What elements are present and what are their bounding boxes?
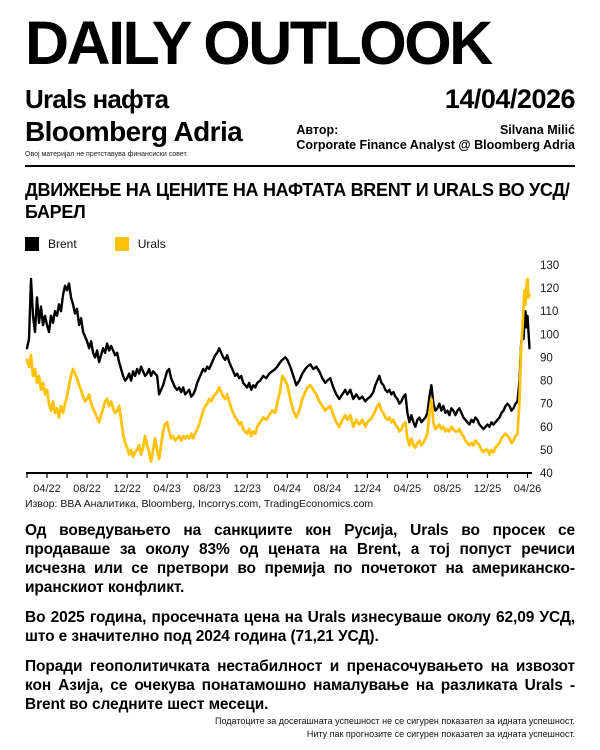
series-line-urals — [25, 277, 531, 463]
y-axis-tick-label: 100 — [540, 329, 559, 341]
x-axis-tick-label: 04/26 — [514, 483, 542, 495]
legend-swatch — [25, 236, 39, 251]
x-axis-tick-label: 12/25 — [474, 483, 502, 495]
header-divider — [25, 164, 575, 167]
subtitle-row: Urals нафта 14/04/2026 — [25, 83, 576, 115]
x-axis-tick-label: 12/22 — [113, 483, 141, 495]
legend-label: Brent — [48, 236, 77, 251]
legend-item: Urals — [114, 236, 166, 251]
x-axis-tick-label: 12/23 — [233, 483, 261, 495]
x-axis-tick-label: 12/24 — [354, 483, 382, 495]
y-axis-tick-label: 130 — [540, 260, 559, 272]
y-axis-tick-label: 120 — [540, 283, 559, 295]
advice-disclaimer: Овој материјал не претставува финансиски… — [25, 150, 188, 158]
footer-line: Податоците за досегашната успешност не с… — [215, 715, 575, 726]
author-name: Silvana Milić — [499, 122, 575, 137]
legend-label: Urals — [137, 236, 166, 251]
brand-row: Bloomberg Adria Овој материјал не претст… — [25, 116, 575, 158]
source-line: Извор: BBA Аналитика, Bloomberg, Incorry… — [25, 497, 374, 510]
x-axis-tick-label: 04/22 — [33, 483, 61, 495]
footer-disclaimer: Податоците за досегашната успешност не с… — [215, 715, 575, 741]
analysis-paragraph: Од воведувањето на санкциите кон Русија,… — [25, 521, 575, 596]
y-axis-tick-label: 90 — [540, 352, 553, 364]
x-axis-tick-label: 08/22 — [73, 483, 101, 495]
x-axis-tick-label: 08/23 — [193, 483, 221, 495]
brand-logo: Bloomberg Adria — [25, 115, 243, 147]
author-row: Автор: Silvana Milić — [296, 123, 575, 139]
x-axis-tick-label: 08/24 — [314, 483, 342, 495]
series-line-brent — [25, 277, 531, 431]
y-axis-tick-label: 60 — [540, 422, 553, 434]
x-axis-tick-label: 04/23 — [153, 483, 181, 495]
x-axis-tick-label: 04/24 — [273, 483, 301, 495]
brand-block: Bloomberg Adria Овој материјал не претст… — [25, 115, 243, 158]
masthead-title: DAILY OUTLOOK — [25, 9, 493, 77]
author-block: Автор: Silvana Milić Corporate Finance A… — [296, 123, 575, 154]
analysis-paragraph: Поради геополитичката нестабилност и пре… — [25, 658, 575, 714]
report-date: 14/04/2026 — [444, 83, 576, 114]
author-role: Corporate Finance Analyst @ Bloomberg Ad… — [296, 138, 575, 153]
analysis-paragraph: Во 2025 година, просечната цена на Urals… — [25, 609, 575, 646]
author-label: Автор: — [296, 122, 339, 137]
y-axis-tick-label: 40 — [540, 468, 553, 480]
x-axis-tick-label: 08/25 — [434, 483, 462, 495]
y-axis-tick-label: 110 — [540, 306, 558, 318]
x-axis-tick-label: 04/25 — [394, 483, 422, 495]
y-axis-tick-label: 80 — [540, 375, 553, 387]
legend-item: Brent — [25, 236, 77, 251]
legend-swatch — [114, 236, 129, 251]
y-axis-tick-label: 70 — [540, 398, 553, 410]
price-chart: 40 50 60 70 80 90 100 110 120 130 04/22 08/22 12/22 0… — [25, 260, 559, 495]
y-axis-tick-label: 50 — [540, 445, 553, 457]
chart-legend: Brent Urals — [25, 236, 575, 251]
report-subtitle: Urals нафта — [25, 83, 169, 114]
footer-line: Ниту пак прогнозите се сигурен показател… — [306, 728, 575, 739]
chart-title: ДВИЖЕЊЕ НА ЦЕНИТЕ НА НАФТАТА BRENT И URA… — [25, 179, 570, 223]
